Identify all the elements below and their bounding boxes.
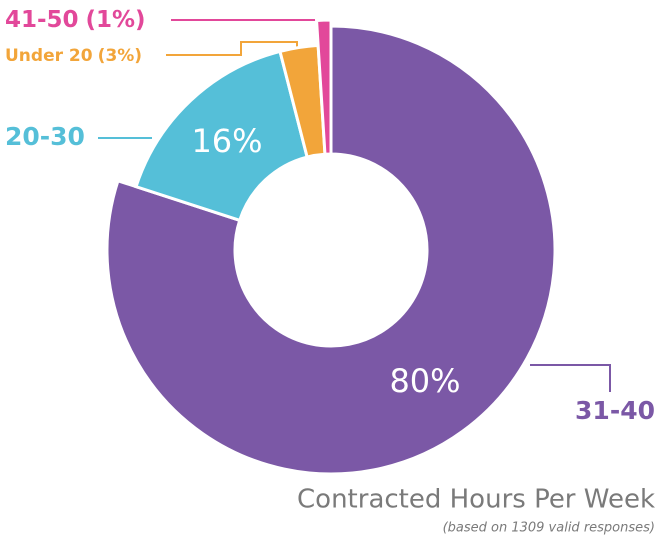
chart-title: Contracted Hours Per Week [297, 485, 655, 515]
leader-line [171, 19, 327, 30]
slice-label: 31-40 [575, 396, 655, 425]
donut-slice [134, 49, 309, 223]
donut-slice [314, 18, 333, 156]
leader-line [530, 364, 611, 392]
slice-label: 41-50 (1%) [5, 7, 146, 33]
slice-label: 20-30 [5, 122, 85, 151]
value-label: 80% [389, 362, 460, 400]
chart-subtitle: (based on 1309 valid responses) [443, 521, 655, 536]
donut-slice [105, 24, 557, 476]
slice-label: Under 20 (3%) [5, 46, 142, 66]
value-label: 16% [191, 122, 262, 160]
leader-line [166, 41, 298, 56]
value-label: (3%) [98, 46, 142, 66]
category-label: 20-30 [5, 122, 85, 151]
category-label: Under 20 [5, 46, 93, 66]
category-label: 31-40 [575, 396, 655, 425]
category-label: 41-50 [5, 7, 79, 33]
value-label: (1%) [85, 7, 145, 33]
